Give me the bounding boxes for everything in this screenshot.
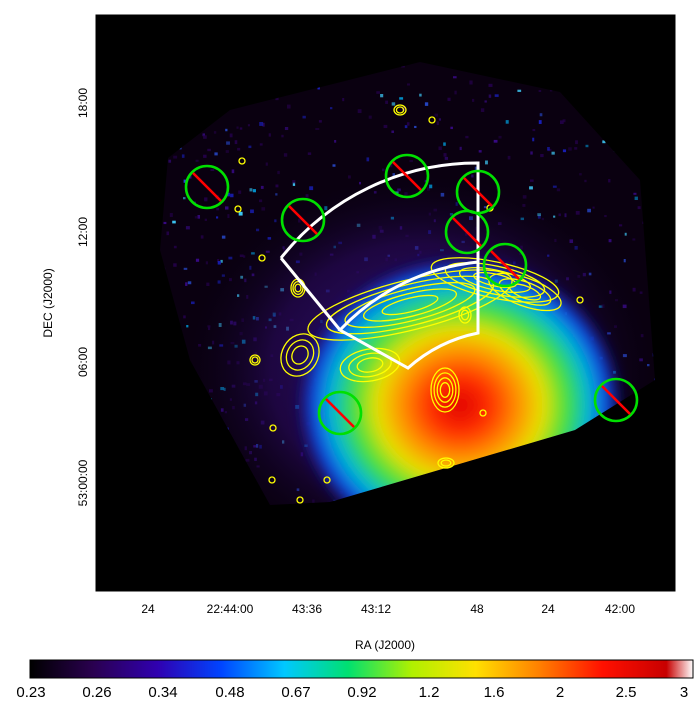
frame-ticks <box>96 15 675 591</box>
excluded-region-strike <box>601 385 631 415</box>
x-tick-label: 43:36 <box>292 602 322 616</box>
y-tick-label: 18:00 <box>76 88 90 118</box>
excluded-region-circle <box>593 377 639 423</box>
colorbar-label: 0.48 <box>215 684 244 701</box>
excluded-region-strike <box>463 177 493 207</box>
colorbar-label: 0.23 <box>16 684 45 701</box>
colorbar-labels: 0.23 0.26 0.34 0.48 0.67 0.92 1.2 1.6 2 … <box>16 684 688 701</box>
excluded-region-strike <box>490 250 520 280</box>
colorbar-label: 0.34 <box>148 684 177 701</box>
colorbar-label: 2.5 <box>616 684 637 701</box>
colorbar-label: 1.6 <box>484 684 505 701</box>
x-axis-title: RA (J2000) <box>355 638 415 652</box>
excluded-region-circle <box>317 390 363 436</box>
colorbar-label: 0.92 <box>347 684 376 701</box>
x-tick-label: 42:00 <box>605 602 635 616</box>
x-tick-label: 22:44:00 <box>207 602 254 616</box>
x-tick-labels: 24 22:44:00 43:36 43:12 48 24 42:00 <box>141 602 635 616</box>
excluded-region-circle <box>444 209 490 255</box>
excluded-region-strike <box>392 161 422 191</box>
excluded-source-regions <box>184 153 639 436</box>
y-tick-label: 06:00 <box>76 347 90 377</box>
sector-region <box>279 161 480 370</box>
excluded-region-circle <box>280 197 326 243</box>
excluded-region-strike <box>452 217 482 247</box>
colorbar-label: 0.26 <box>82 684 111 701</box>
colorbar-label: 1.2 <box>419 684 440 701</box>
excluded-region-circle <box>384 153 430 199</box>
image-frame <box>95 14 676 592</box>
x-tick-label: 43:12 <box>361 602 391 616</box>
x-tick-label: 24 <box>141 602 155 616</box>
colorbar-label: 3 <box>680 684 688 701</box>
x-tick-label: 48 <box>470 602 484 616</box>
y-tick-label: 53:00:00 <box>76 459 90 506</box>
excluded-region-strike <box>192 172 222 202</box>
excluded-region-circle <box>482 242 528 288</box>
image-panel <box>96 15 675 591</box>
colorbar <box>29 659 694 679</box>
excluded-region-strike <box>325 398 355 428</box>
y-tick-labels: 18:00 12:00 06:00 53:00:00 <box>76 88 90 507</box>
excluded-region-strike <box>288 205 318 235</box>
radio-contours <box>234 104 584 504</box>
x-tick-label: 24 <box>541 602 555 616</box>
y-axis-title: DEC (J2000) <box>41 268 55 337</box>
colorbar-label: 2 <box>556 684 564 701</box>
colorbar-label: 0.67 <box>281 684 310 701</box>
excluded-region-circle <box>184 164 230 210</box>
y-tick-label: 12:00 <box>76 217 90 247</box>
